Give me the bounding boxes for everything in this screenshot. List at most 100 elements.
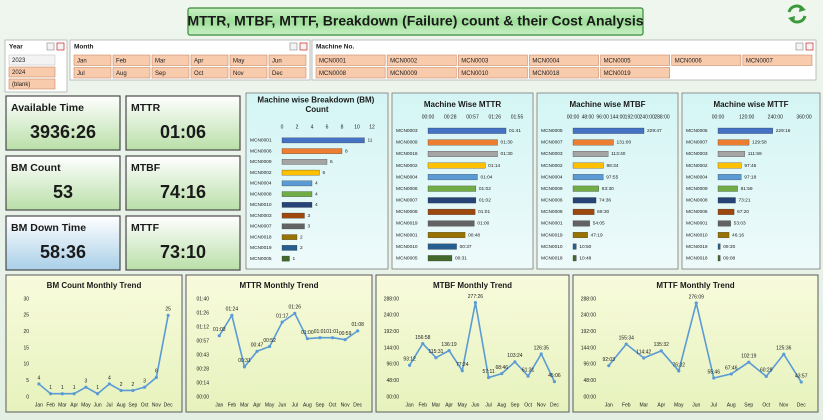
point [143,385,147,389]
x-tick-label: Dec [550,402,559,408]
data-label: 1 [49,385,52,391]
slicer-item[interactable] [229,67,268,79]
slicer-item[interactable] [386,54,457,66]
point [526,374,530,378]
x-tick-label: Mar [639,402,648,408]
slicer-item[interactable] [600,54,671,66]
slicer-item[interactable] [671,54,742,66]
x-tick-label: 144:00 [610,114,626,120]
data-label: 115:31 [428,349,443,355]
slicer-item[interactable] [151,54,190,66]
x-tick-label: Oct [762,402,770,408]
chart-title: MTTF Monthly Trend [656,281,734,290]
slicer-item[interactable] [600,67,671,79]
bar [281,148,343,154]
data-label: 1 [73,385,76,391]
data-label: 47:19 [591,232,603,238]
slicer-item[interactable] [268,54,307,66]
y-tick-label: 00:43 [196,352,209,358]
y-tick-label: 144:00 [581,345,597,351]
slicer-item[interactable] [73,54,112,66]
slicer-item[interactable] [529,54,599,66]
bar [281,234,298,240]
slicer-item[interactable] [386,67,457,79]
slicer-item[interactable] [457,54,528,66]
slicer-item[interactable] [190,54,229,66]
chart-title: Machine wise Breakdown (BM) Count [257,96,376,114]
kpi-card [5,95,121,151]
slicer-item[interactable] [73,67,112,79]
x-tick-label: May [674,402,684,408]
multi-select-button[interactable] [289,42,298,51]
bar [281,202,313,208]
slicer-item[interactable] [8,78,56,90]
x-tick-label: 192:00 [625,114,641,120]
slicer-item-label: Jun [272,58,282,64]
data-label: 74:36 [599,198,611,204]
y-tick-label: 192:00 [384,329,400,335]
slicer-item[interactable] [112,54,151,66]
point [356,329,360,333]
kpi-value: 3936:26 [30,122,96,142]
data-label: 2 [300,234,303,240]
bar [427,232,466,238]
data-label: 135:32 [654,342,670,348]
category-label: MCN0018 [541,255,563,261]
slicer-header: Machine No. [316,44,354,51]
bar [717,255,721,262]
slicer-item[interactable] [315,67,386,79]
slicer-item[interactable] [457,67,528,79]
x-tick-label: Nov [152,402,161,408]
bar [427,151,498,157]
clear-filter-button[interactable] [299,42,308,51]
data-label: 1 [293,256,296,262]
slicer-item[interactable] [742,54,813,66]
chart-title: Machine Wise MTTR [424,100,501,109]
data-label: 01:14 [488,163,500,169]
y-tick-label: 48:00 [386,378,399,384]
bar [427,255,453,262]
data-label: 97:18 [744,174,756,180]
slicer-item[interactable] [268,67,307,79]
slicer-item[interactable] [229,54,268,66]
point [694,301,698,305]
y-tick-label: 01:12 [196,324,209,330]
bar [572,255,577,262]
data-label: 4 [37,375,40,381]
x-tick-label: Jan [605,402,613,408]
slicer-item[interactable] [190,67,229,79]
y-tick-label: 00:00 [386,394,399,400]
x-tick-label: 8 [341,124,344,130]
refresh-button[interactable] [787,4,807,24]
clear-filter-button[interactable] [56,42,65,51]
category-label: MCN0009 [250,159,272,165]
x-tick-label: Feb [46,402,55,408]
data-label: 01:17 [276,313,289,319]
slicer-item[interactable] [8,54,56,66]
x-tick-label: 96:00 [596,114,609,120]
slicer-item[interactable] [529,67,599,79]
data-label: 61:31 [522,367,535,373]
slicer-item-label: MCN0003 [461,58,489,64]
bar [281,245,298,251]
trend-line [218,312,359,369]
data-label: 10:48 [579,255,591,261]
bar [427,174,478,181]
bar [717,174,742,181]
slicer-item[interactable] [151,67,190,79]
chart-panel [536,92,679,270]
multi-select-button[interactable] [795,42,804,51]
chart-title: Machine wise MTBF [569,100,645,109]
data-label: 131:00 [616,140,631,146]
slicer-item-label: May [233,58,244,64]
category-label: MCN0007 [686,140,708,146]
chart-panel [5,274,183,413]
point [407,363,412,367]
slicer-item[interactable] [112,67,151,79]
slicer-item-label: MCN0018 [532,71,560,77]
bar [717,220,731,227]
slicer-item[interactable] [8,66,56,78]
clear-filter-button[interactable] [805,42,814,51]
slicer-item[interactable] [315,54,386,66]
multi-select-button[interactable] [46,42,55,51]
